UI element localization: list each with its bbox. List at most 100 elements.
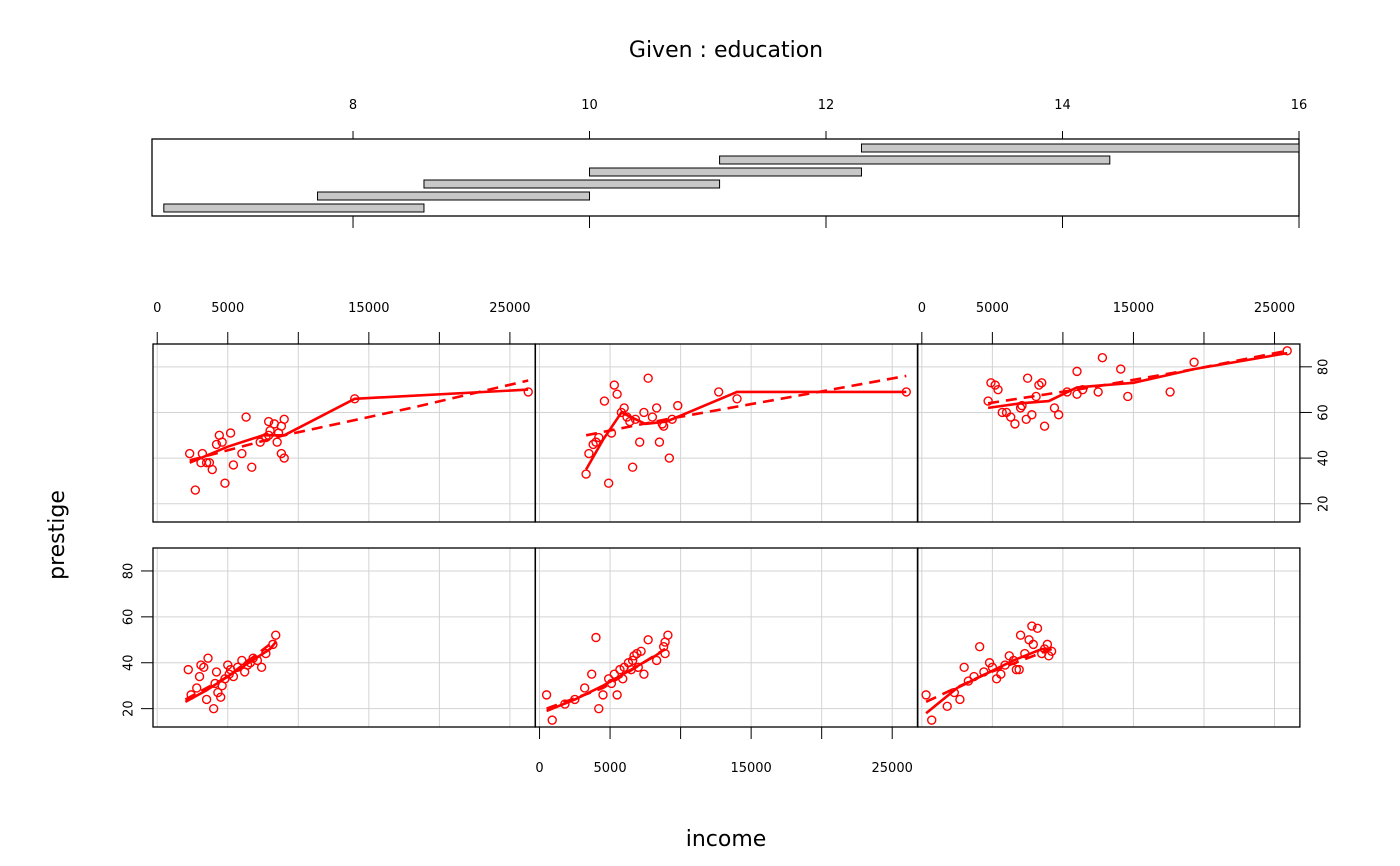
data-point xyxy=(713,387,724,397)
data-point xyxy=(598,690,608,700)
data-point xyxy=(237,448,247,459)
data-point xyxy=(1116,364,1126,374)
data-point xyxy=(630,414,641,425)
data-point xyxy=(673,400,683,411)
y-tick-label: 20 xyxy=(122,700,137,717)
data-point xyxy=(997,407,1007,418)
lowess-dashed-line xyxy=(925,647,1053,703)
data-point xyxy=(1039,421,1050,431)
data-point xyxy=(223,660,233,670)
data-point xyxy=(541,690,552,700)
given-frame xyxy=(151,138,1300,217)
panel-axes: 0 5000 15000 25000 0 5000 15000 25000 0 5000 15000… xyxy=(122,301,1332,776)
x-tick-label: 25000 xyxy=(872,761,913,776)
data-point xyxy=(983,396,993,406)
data-point xyxy=(1037,378,1047,388)
given-interval-bar xyxy=(423,179,721,189)
data-point xyxy=(984,658,995,668)
data-point xyxy=(629,651,639,661)
x-tick-label: 0 xyxy=(918,301,926,316)
x-tick-label: 25000 xyxy=(489,301,530,316)
data-point xyxy=(603,478,614,488)
data-point xyxy=(1014,664,1024,675)
data-point xyxy=(261,432,271,443)
data-point xyxy=(183,664,193,675)
given-interval-bar xyxy=(719,155,1111,165)
x-tick-label: 5000 xyxy=(594,761,627,776)
data-point xyxy=(241,412,251,422)
data-point xyxy=(217,437,227,447)
data-point xyxy=(1189,357,1199,367)
data-point xyxy=(203,653,213,663)
data-point xyxy=(579,683,590,693)
data-point xyxy=(639,407,649,418)
x-axis-label: income xyxy=(686,827,767,852)
given-tick-label: 14 xyxy=(1054,98,1071,113)
smooth-fit-line xyxy=(925,647,1052,715)
data-point xyxy=(1123,391,1133,402)
data-point xyxy=(996,669,1006,679)
given-interval-bar xyxy=(589,167,862,177)
scatter-panels xyxy=(152,343,1301,728)
data-point xyxy=(1072,366,1082,377)
data-point xyxy=(921,690,931,700)
data-point xyxy=(1282,346,1292,356)
y-tick-label: 20 xyxy=(1316,495,1331,512)
data-point xyxy=(263,416,274,427)
data-point xyxy=(1015,403,1026,413)
given-tick-label: 16 xyxy=(1291,98,1308,113)
data-point xyxy=(643,635,653,645)
data-point xyxy=(184,448,195,459)
data-point xyxy=(1049,403,1060,413)
data-point xyxy=(627,462,638,472)
lowess-dashed-line xyxy=(585,374,907,437)
data-point xyxy=(942,701,952,712)
data-point xyxy=(208,703,219,714)
y-tick-label: 80 xyxy=(122,563,137,580)
data-point xyxy=(547,715,557,725)
data-point xyxy=(1011,664,1022,675)
data-point xyxy=(647,412,658,422)
data-point xyxy=(955,694,965,705)
data-point xyxy=(1027,621,1037,631)
data-point xyxy=(1034,380,1044,390)
smooth-fit-line xyxy=(189,388,529,464)
data-point xyxy=(211,439,222,450)
data-point xyxy=(1028,639,1038,650)
data-point xyxy=(591,632,601,643)
data-point xyxy=(627,655,638,666)
data-point xyxy=(1032,623,1043,634)
data-point xyxy=(587,669,597,679)
data-point xyxy=(636,646,646,656)
data-point xyxy=(271,630,281,640)
panel-3 xyxy=(916,547,1301,728)
y-tick-label: 60 xyxy=(122,609,137,626)
data-point xyxy=(211,667,222,677)
y-tick-label: 60 xyxy=(1316,404,1331,421)
data-point xyxy=(588,439,598,450)
data-point xyxy=(256,662,267,673)
data-point xyxy=(192,683,202,693)
data-point xyxy=(993,384,1003,395)
panel-frame xyxy=(152,343,536,523)
data-point xyxy=(732,394,742,404)
panel-2 xyxy=(534,547,919,728)
x-tick-label: 0 xyxy=(153,301,161,316)
given-tick-label: 8 xyxy=(349,98,357,113)
data-point xyxy=(225,428,236,438)
data-point xyxy=(660,637,670,647)
data-point xyxy=(279,453,289,463)
smooth-fit-line xyxy=(184,641,277,703)
data-point xyxy=(1027,410,1037,420)
given-tick-label: 10 xyxy=(581,98,598,113)
smooth-fit-line xyxy=(584,390,907,471)
x-tick-label: 15000 xyxy=(1113,301,1154,316)
given-title: Given : education xyxy=(629,38,823,63)
data-point xyxy=(1017,400,1027,411)
data-point xyxy=(194,671,205,682)
panel-6 xyxy=(916,343,1301,523)
data-point xyxy=(594,703,604,714)
smooth-fit-line xyxy=(546,647,666,713)
data-point xyxy=(594,432,604,443)
